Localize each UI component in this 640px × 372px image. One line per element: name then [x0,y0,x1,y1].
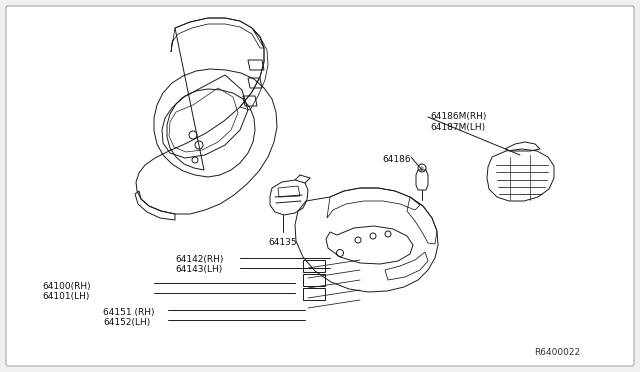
Text: 64101(LH): 64101(LH) [42,292,90,301]
Text: 64143(LH): 64143(LH) [175,265,222,274]
Text: R6400022: R6400022 [534,348,580,357]
Text: 64142(RH): 64142(RH) [175,255,223,264]
Text: 64135: 64135 [269,238,298,247]
FancyBboxPatch shape [6,6,634,366]
Text: 64186: 64186 [382,155,411,164]
Text: 64100(RH): 64100(RH) [42,282,91,291]
Text: 64152(LH): 64152(LH) [103,318,150,327]
Text: 64187M(LH): 64187M(LH) [430,123,485,132]
Text: 64186M(RH): 64186M(RH) [430,112,486,121]
Text: 64151 (RH): 64151 (RH) [103,308,154,317]
